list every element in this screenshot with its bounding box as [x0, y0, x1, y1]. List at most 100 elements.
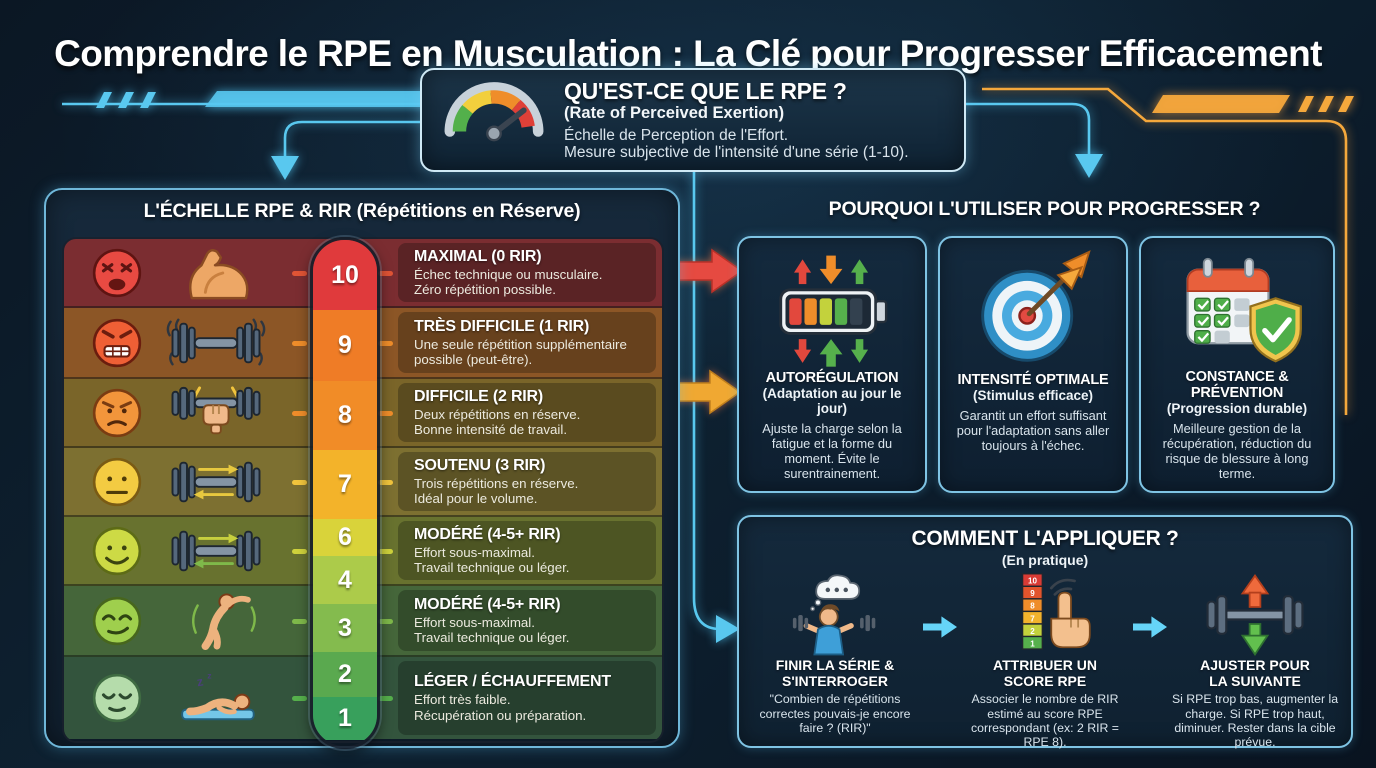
down-arrowhead-left — [271, 156, 299, 180]
rpe-row-text: LÉGER / ÉCHAUFFEMENT Effort très faible.… — [398, 661, 656, 735]
row-desc: Une seule répétition supplémentaire poss… — [414, 336, 627, 367]
scale-segment-9: 9 — [313, 310, 377, 381]
row-dash — [292, 410, 307, 416]
svg-text:1: 1 — [1030, 639, 1035, 648]
svg-text:8: 8 — [1030, 602, 1035, 611]
scale-segment-6: 6 — [313, 519, 377, 556]
step-heading: AJUSTER POUR LA SUIVANTE — [1200, 657, 1310, 689]
row-dash — [378, 618, 393, 624]
row-heading: SOUTENU (3 RIR) — [414, 456, 546, 474]
relaxed-smirk-face-icon — [92, 596, 142, 645]
row-dash — [292, 479, 307, 485]
card-subheading: (Progression durable) — [1166, 400, 1308, 416]
tap-scale-icon: 10 9 8 7 2 1 — [1021, 573, 1091, 650]
scale-segment-8: 8 — [313, 381, 377, 450]
step-assign-rpe: 10 9 8 7 2 1 ATTRIBUER UN SCORE RPE Asso… — [957, 572, 1133, 749]
gauge-icon — [444, 82, 544, 142]
scale-segment-4: 4 — [313, 556, 377, 604]
scale-segment-1: 1 — [313, 697, 377, 740]
scale-segment-10: 10 — [313, 240, 377, 310]
sleepy-face-icon — [92, 673, 142, 723]
row-dash — [378, 696, 393, 701]
row-desc: Deux répétitions en réserve. Bonne inten… — [414, 406, 581, 437]
why-card-optimal-intensity: INTENSITÉ OPTIMALE (Stimulus efficace) G… — [938, 236, 1128, 493]
row-heading: TRÈS DIFFICILE (1 RIR) — [414, 317, 590, 335]
dumbbell-arrows-icon — [171, 461, 261, 502]
rpe-row-text: TRÈS DIFFICILE (1 RIR) Une seule répétit… — [398, 312, 656, 373]
dumbbell-hand-grip-icon — [171, 385, 261, 434]
scale-panel-title: L'ÉCHELLE RPE & RIR (Répétitions en Rése… — [143, 200, 581, 222]
svg-text:9: 9 — [1030, 589, 1035, 598]
how-to-apply-box: COMMENT L'APPLIQUER ? (En pratique) FINI… — [737, 515, 1353, 749]
neutral-face-icon — [92, 457, 142, 506]
arrow-line-to-scale-panel — [283, 120, 428, 160]
row-dash — [378, 410, 393, 416]
row-desc: Trois répétitions en réserve. Idéal pour… — [414, 475, 579, 506]
how-box-title: COMMENT L'APPLIQUER ? — [911, 527, 1179, 550]
card-desc: Garantit un effort suffisant pour l'adap… — [956, 408, 1110, 454]
rpe-row-text: SOUTENU (3 RIR) Trois répétitions en rés… — [398, 452, 656, 511]
arrow-line-to-how-panel — [692, 170, 721, 631]
svg-text:z: z — [207, 671, 212, 681]
down-arrowhead-right — [1075, 154, 1103, 178]
how-box-subtitle: (En pratique) — [1001, 552, 1089, 568]
step-desc: "Combien de répétitions correctes pouvai… — [759, 692, 911, 735]
card-heading: CONSTANCE & PRÉVENTION — [1185, 368, 1289, 401]
step-adjust-next: AJUSTER POUR LA SUIVANTE Si RPE trop bas… — [1167, 572, 1343, 749]
resting-person-icon: z z — [181, 671, 255, 721]
card-subheading: (Stimulus efficace) — [972, 388, 1094, 403]
page-title: Comprendre le RPE en Musculation : La Cl… — [54, 32, 1322, 74]
row-heading: MODÉRÉ (4-5+ RIR) — [414, 595, 561, 613]
glow-bar-right — [1152, 95, 1290, 113]
row-dash — [378, 479, 393, 485]
step-heading: FINIR LA SÉRIE & S'INTERROGER — [775, 657, 895, 689]
arrow-line-to-why-panel — [958, 102, 1091, 156]
row-desc: Échec technique ou musculaire. Zéro répé… — [414, 266, 603, 297]
what-box-line1: Échelle de Perception de l'Effort. — [564, 126, 789, 144]
thinking-lifter-icon — [792, 574, 876, 656]
scale-segment-3: 3 — [313, 604, 377, 652]
card-heading: INTENSITÉ OPTIMALE — [957, 372, 1109, 388]
scale-segment-7: 7 — [313, 450, 377, 519]
shaking-dumbbell-icon — [166, 318, 266, 365]
row-heading: MODÉRÉ (4-5+ RIR) — [414, 525, 561, 543]
rpe-scale-panel: L'ÉCHELLE RPE & RIR (Répétitions en Rése… — [44, 188, 680, 749]
row-dash — [292, 270, 307, 276]
rpe-scale-capsule: 10 9 8 7 6 4 3 2 1 — [310, 237, 380, 749]
step-finish-set: FINIR LA SÉRIE & S'INTERROGER "Combien d… — [747, 572, 923, 735]
chevron-decoration-right — [1298, 96, 1314, 112]
what-box-subheading: (Rate of Perceived Exertion) — [564, 104, 785, 123]
row-dash — [378, 340, 393, 346]
why-card-autoregulation: AUTORÉGULATION (Adaptation au jour le jo… — [737, 236, 927, 493]
smiling-face-icon — [92, 526, 142, 575]
row-heading: DIFFICILE (2 RIR) — [414, 387, 544, 405]
row-dash — [292, 548, 307, 554]
why-card-consistency-prevention: CONSTANCE & PRÉVENTION (Progression dura… — [1139, 236, 1335, 493]
svg-text:7: 7 — [1030, 614, 1035, 623]
row-desc: Effort sous-maximal. Travail technique o… — [414, 614, 570, 645]
rpe-row-text: DIFFICILE (2 RIR) Deux répétitions en ré… — [398, 383, 656, 442]
exhausted-face-icon — [92, 248, 142, 297]
battery-icon — [779, 255, 888, 367]
step-desc: Si RPE trop bas, augmenter la charge. Si… — [1171, 692, 1339, 750]
card-desc: Meilleure gestion de la récupération, ré… — [1162, 420, 1312, 481]
rpe-row-text: MODÉRÉ (4-5+ RIR) Effort sous-maximal. T… — [398, 590, 656, 651]
row-dash — [378, 548, 393, 554]
step-heading: ATTRIBUER UN SCORE RPE — [993, 657, 1097, 689]
rpe-row-text: MODÉRÉ (4-5+ RIR) Effort sous-maximal. T… — [398, 521, 656, 580]
row-dash — [292, 618, 307, 624]
row-dash — [292, 696, 307, 701]
row-heading: LÉGER / ÉCHAUFFEMENT — [414, 673, 611, 691]
card-heading: AUTORÉGULATION — [765, 369, 899, 386]
glow-bar-left — [205, 91, 448, 107]
row-dash — [378, 270, 393, 276]
card-desc: Ajuste la charge selon la fatigue et la … — [762, 420, 902, 481]
svg-text:z: z — [196, 674, 205, 689]
gritted-teeth-face-icon — [92, 318, 142, 367]
svg-text:10: 10 — [1028, 577, 1037, 586]
step-arrow-icon — [1133, 616, 1167, 638]
row-dash — [292, 340, 307, 346]
why-section-title: POURQUOI L'UTILISER POUR PROGRESSER ? — [828, 198, 1261, 220]
target-icon — [981, 250, 1091, 362]
